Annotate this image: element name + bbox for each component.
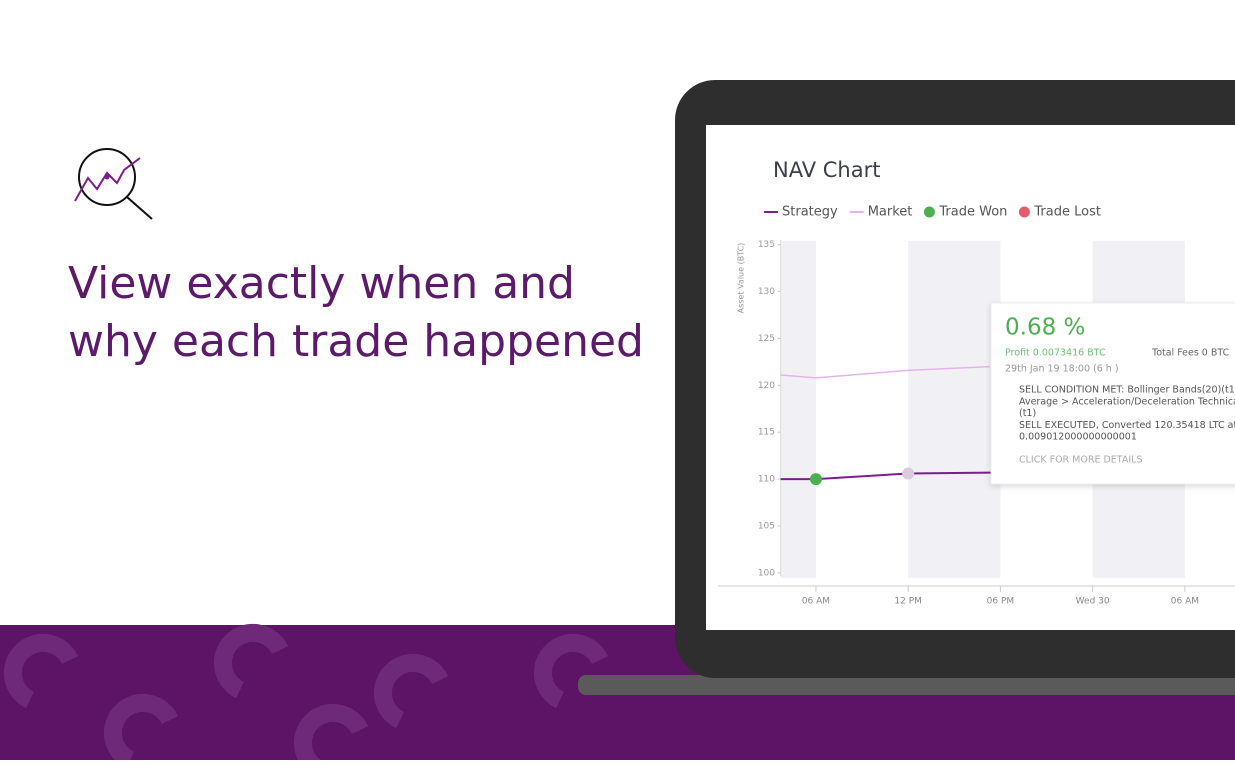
legend-label: Trade Won [938,205,1007,220]
tooltip-link[interactable]: CLICK FOR MORE DETAILS [1019,455,1142,466]
legend-label: Trade Lost [1033,205,1101,220]
tooltip-line: 0.009012000000000001 [1019,432,1137,443]
tooltip-profit: Profit 0.0073416 BTC [1005,348,1106,359]
x-tick-label: 06 AM [1171,597,1199,607]
series-line [780,365,990,379]
tooltip-time: 29th Jan 19 18:00 (6 h ) [1005,364,1119,375]
tooltip-line: SELL EXECUTED, Converted 120.35418 LTC a… [1019,420,1235,431]
x-tick-label: 12 PM [894,597,922,607]
y-tick-label: 130 [758,287,775,297]
y-tick-label: 110 [758,475,775,485]
headline: why each trade happened [68,316,644,367]
legend-label: Strategy [782,205,838,220]
y-tick-label: 100 [758,568,775,578]
trade-point [809,473,822,486]
y-tick-label: 125 [758,334,775,344]
legend-label: Market [868,205,913,220]
x-tick-label: 06 PM [987,597,1015,607]
x-tick-label: 06 AM [802,597,830,607]
chart-title: NAV Chart [773,158,880,182]
headline: View exactly when and [68,258,575,309]
y-tick-label: 120 [758,381,775,391]
tooltip-fees: Total Fees 0 BTC [1151,348,1230,359]
shaded-range [780,241,816,578]
tooltip-line: (t1) [1019,408,1036,419]
y-tick-label: 135 [758,240,775,250]
shaded-range [908,241,1001,578]
screen-content: NAV Chart Asset Value (BTC) 100 105 110 115… [718,158,1235,607]
icon [74,148,153,220]
chain-pattern [3,623,609,764]
tooltip-change: 0.68 % [1005,315,1085,341]
y-axis-label: Asset Value (BTC) [737,243,746,314]
series-line [780,471,1001,481]
y-tick-label: 115 [758,428,775,438]
legend-dot [923,206,935,218]
laptop-base [578,675,1235,695]
tooltip: 0.68 % Profit 0.0073416 BTC Total Fees 0 B… [990,302,1235,485]
trade-point [902,467,915,480]
tooltip-line: SELL CONDITION MET: Bollinger Bands(20)(… [1019,385,1235,396]
tooltip-line: Average > Acceleration/Deceleration Tech… [1019,396,1235,407]
tooltip-box [990,302,1235,485]
legend-dot [1018,206,1030,218]
y-tick-label: 105 [758,521,775,531]
x-tick-label: Wed 30 [1076,597,1110,607]
